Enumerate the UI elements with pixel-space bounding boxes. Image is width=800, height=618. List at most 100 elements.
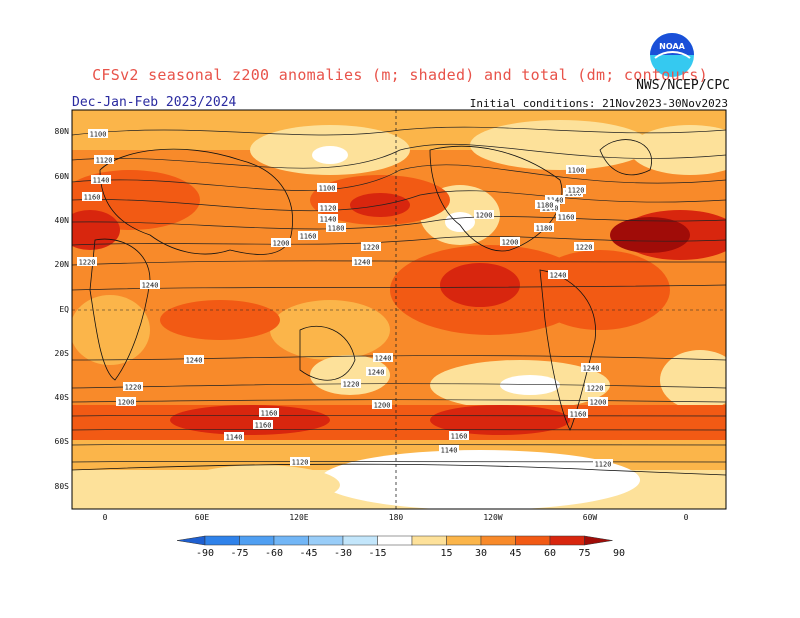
contour-label-box [271,238,291,247]
contour-label-box [545,195,565,204]
lon-tick-label: 120E [289,513,309,522]
colorbar-swatch [446,535,482,546]
map-frame [71,109,727,510]
colorbar-label: 60 [544,548,556,559]
initial-conditions: Initial conditions: 21Nov2023-30Nov2023 [469,97,728,110]
contour-label: 1120 [568,187,585,195]
lon-tick-label: 180 [388,513,404,522]
contour-label-box [593,459,613,468]
contour-label-box [82,192,102,201]
contour-label: 1240 [550,272,567,280]
contour-label-box [123,382,143,391]
contour-label-box [372,400,392,409]
lat-tick-label: 20N [54,260,69,269]
contour-label: 1120 [292,459,309,467]
contour-label-box [298,231,318,240]
contour-label: 1120 [320,205,337,213]
contour-label-box [574,242,594,251]
contour-label: 1200 [476,212,493,220]
contour-label-box [224,432,244,441]
contour-label-box [77,257,97,266]
contour-label-box [352,257,372,266]
lon-tick-label: 120W [483,513,503,522]
contour-label-box [259,408,279,417]
contour-label: 1220 [343,381,360,389]
colorbar-swatch [480,535,516,546]
contour-label: 1240 [142,282,159,290]
contour-label-box [318,203,338,212]
contour-label: 1200 [590,399,607,407]
contour-label-box [361,242,381,251]
lon-tick-label: 60E [194,513,210,522]
contour-label: 1100 [568,167,585,175]
contour-label-box [88,129,108,138]
contour-label: 1160 [84,194,101,202]
colorbar-swatch [342,535,378,546]
colorbar-label: -30 [334,548,352,559]
contour-label-box [184,355,204,364]
contour-label-box [253,420,273,429]
contour-label: 1160 [300,233,317,241]
contour-label-box [474,210,494,219]
map-title: CFSv2 seasonal z200 anomalies (m; shaded… [92,66,708,84]
colorbar-swatch [239,535,275,546]
contour-label: 1200 [502,239,519,247]
contour-label-box [548,270,568,279]
colorbar-label: 75 [578,548,590,559]
colorbar-swatch [273,535,309,546]
contour-label: 1220 [587,385,604,393]
colorbar-swatch [377,535,413,546]
contour-label-box [500,237,520,246]
anomaly-shading [72,110,726,509]
contour-label: 1220 [79,259,96,267]
contour-label-box [566,185,586,194]
colorbar-swatch [549,535,585,546]
contour-label: 1120 [96,157,113,165]
contour-label-box [449,431,469,440]
colorbar-label: -15 [368,548,386,559]
colorbar-label: -90 [196,548,214,559]
contour-label: 1100 [319,185,336,193]
lat-tick-label: 40S [54,393,69,402]
coastlines [72,139,726,476]
lat-tick-label: 80N [54,127,69,136]
contour-label: 1220 [576,244,593,252]
contour-label-box [534,223,554,232]
contour-label: 1240 [186,357,203,365]
contour-label-box [326,223,346,232]
period-label: Dec-Jan-Feb 2023/2024 [72,95,237,110]
contour-label: 1120 [595,461,612,469]
contour-label: 1140 [320,216,337,224]
contour-label: 1180 [536,225,553,233]
noaa-logo: NOAA [650,33,694,77]
colorbar-label: -60 [265,548,283,559]
contour-label-box [91,175,111,184]
contour-label: 1100 [90,131,107,139]
contour-label: 1220 [125,384,142,392]
contour-label: 1180 [328,225,345,233]
contour-label: 1140 [226,434,243,442]
contour-label-box [318,214,338,223]
contour-label-box [116,397,136,406]
contour-labels: 1100 1120 1140 1160 1100 1120 1140 1160 1180 1200… [77,129,613,469]
lat-tick-label: 20S [54,349,69,358]
colorbar-swatch [308,535,344,546]
agency-label: NWS/NCEP/CPC [636,78,730,93]
contour-label: 1160 [451,433,468,441]
colorbar-left-arrow [176,535,206,546]
contour-label-box [588,397,608,406]
contour-label: 1140 [93,177,110,185]
colorbar-swatch [204,535,240,546]
contour-label: 1240 [375,355,392,363]
lon-tick-label: 60W [582,513,598,522]
lon-tick-label: 0 [102,513,108,522]
lat-tick-label: 40N [54,216,69,225]
colorbar: -90 -75 -60 -45 -30 -15 15 30 45 60 75 90 [176,535,625,559]
colorbar-label: -75 [230,548,248,559]
contour-label: 1200 [374,402,391,410]
contour-label-box [556,212,576,221]
contour-label-box [366,367,386,376]
colorbar-swatch [411,535,447,546]
lat-tick-label: 60S [54,437,69,446]
contour-label: 1200 [273,240,290,248]
